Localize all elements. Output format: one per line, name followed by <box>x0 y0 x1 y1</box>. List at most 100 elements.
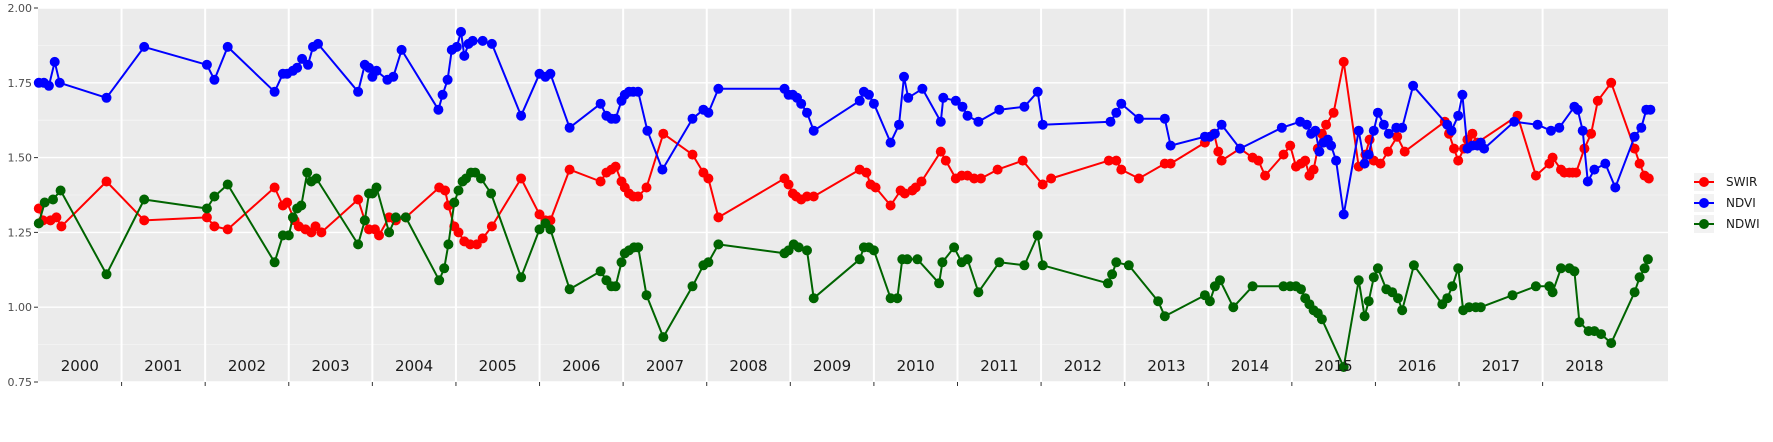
data-point-ndvi <box>1368 125 1379 136</box>
legend-key-point <box>1699 198 1709 208</box>
data-point-swir <box>1375 158 1386 169</box>
data-point-swir <box>1383 146 1393 157</box>
data-point-ndvi <box>1331 155 1342 166</box>
data-point-ndvi <box>54 77 65 88</box>
data-point-ndwi <box>1447 281 1458 292</box>
data-point-ndvi <box>868 98 879 109</box>
data-point-ndwi <box>1102 278 1113 289</box>
year-label: 2002 <box>228 357 266 375</box>
data-point-ndwi <box>453 185 464 196</box>
year-label: 2012 <box>1064 357 1102 375</box>
data-point-swir <box>374 230 384 241</box>
data-point-ndwi <box>1368 272 1379 283</box>
data-point-ndvi <box>703 107 714 118</box>
data-point-swir <box>1285 140 1296 151</box>
year-label: 2016 <box>1398 357 1436 375</box>
data-point-swir <box>783 179 794 190</box>
data-point-ndwi <box>1228 302 1239 313</box>
data-point-ndvi <box>863 89 874 100</box>
data-point-ndvi <box>1509 116 1520 127</box>
data-point-ndwi <box>222 179 233 190</box>
data-point-swir <box>1338 56 1349 67</box>
data-point-ndwi <box>39 197 50 208</box>
data-point-ndwi <box>1372 263 1383 274</box>
data-point-ndvi <box>633 86 644 97</box>
data-point-ndvi <box>1338 209 1349 220</box>
data-point-ndwi <box>1569 266 1580 277</box>
data-point-swir <box>1449 143 1459 154</box>
data-point-swir <box>1571 167 1582 178</box>
data-point-ndwi <box>902 254 913 265</box>
year-label: 2009 <box>813 357 851 375</box>
data-point-ndwi <box>994 257 1005 268</box>
data-point-swir <box>222 224 233 235</box>
data-point-swir <box>1629 143 1640 154</box>
data-point-ndwi <box>868 245 879 256</box>
legend-item-swir: SWIR <box>1694 173 1757 191</box>
data-point-ndwi <box>802 245 812 256</box>
data-point-swir <box>1547 152 1558 163</box>
y-tick-label: 2.00 <box>8 2 33 15</box>
data-point-ndvi <box>950 95 961 106</box>
data-point-ndvi <box>1310 125 1321 136</box>
data-point-ndwi <box>476 173 486 184</box>
y-tick-label: 1.75 <box>8 77 33 90</box>
data-point-swir <box>703 173 714 184</box>
year-label: 2013 <box>1147 357 1185 375</box>
year-labels: 2000 2001 2002 2003 2004 2005 2006 2007 2008 2009… <box>61 357 1604 375</box>
year-label: 2001 <box>144 357 182 375</box>
y-tick-label: 1.00 <box>8 301 33 314</box>
data-point-ndvi <box>1032 86 1043 97</box>
data-point-ndvi <box>973 116 984 127</box>
data-point-ndwi <box>434 275 445 286</box>
data-point-ndwi <box>1442 293 1453 304</box>
data-point-ndvi <box>1159 113 1170 124</box>
data-point-ndwi <box>439 263 450 274</box>
y-tick-label: 1.50 <box>8 152 33 165</box>
data-point-ndvi <box>1209 128 1220 139</box>
data-point-swir <box>1165 158 1176 169</box>
data-point-ndvi <box>885 137 896 148</box>
data-point-ndwi <box>1507 290 1518 301</box>
data-point-ndvi <box>437 89 448 100</box>
data-point-ndwi <box>1363 296 1374 307</box>
data-point-ndwi <box>101 269 112 280</box>
data-point-swir <box>870 182 881 193</box>
data-point-ndvi <box>1116 98 1127 109</box>
data-point-ndvi <box>564 122 575 133</box>
data-point-ndwi <box>545 224 556 235</box>
data-point-swir <box>1530 170 1541 181</box>
data-point-ndvi <box>899 71 909 82</box>
data-point-ndvi <box>459 50 470 61</box>
data-point-ndwi <box>912 254 923 265</box>
data-point-ndwi <box>1574 317 1585 328</box>
data-point-ndwi <box>934 278 945 289</box>
data-point-swir <box>899 188 910 199</box>
data-point-swir <box>1634 158 1645 169</box>
data-point-ndvi <box>1453 110 1464 121</box>
data-point-swir <box>713 212 724 223</box>
data-point-swir <box>316 227 327 238</box>
data-point-ndwi <box>400 212 411 223</box>
data-point-swir <box>1037 179 1048 190</box>
data-point-ndvi <box>935 116 946 127</box>
year-label: 2006 <box>562 357 600 375</box>
data-point-ndvi <box>796 98 807 109</box>
data-point-ndwi <box>443 239 454 250</box>
data-point-ndvi <box>545 68 556 79</box>
series-ndwi <box>33 167 1653 372</box>
data-point-swir <box>1133 173 1144 184</box>
data-point-swir <box>808 191 819 202</box>
year-label: 2005 <box>479 357 517 375</box>
data-point-swir <box>51 212 62 223</box>
data-point-swir <box>1643 173 1654 184</box>
data-point-swir <box>486 221 497 232</box>
data-point-ndvi <box>1408 80 1419 91</box>
data-point-ndvi <box>396 44 407 55</box>
data-point-ndvi <box>1363 149 1374 160</box>
year-label: 2014 <box>1231 357 1269 375</box>
data-point-ndvi <box>957 101 968 112</box>
data-point-ndvi <box>1577 125 1588 136</box>
data-point-ndvi <box>1610 182 1621 193</box>
year-label: 2018 <box>1565 357 1603 375</box>
